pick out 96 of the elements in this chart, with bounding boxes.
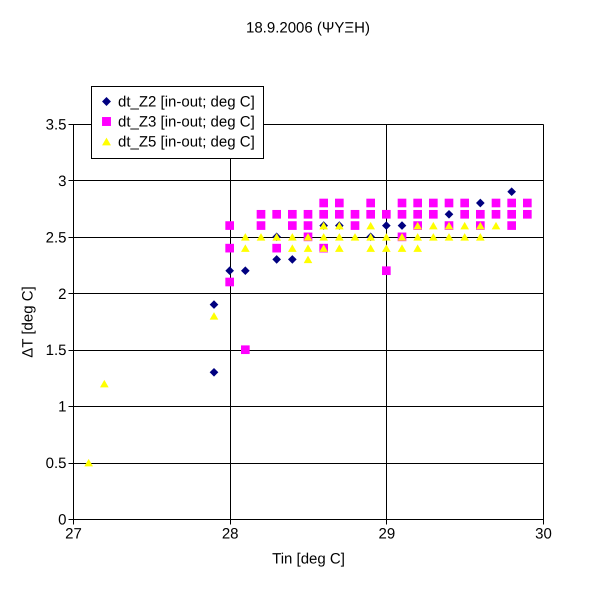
x-tick-label: 28 xyxy=(222,526,239,542)
point xyxy=(288,233,297,241)
point xyxy=(476,198,485,208)
point xyxy=(460,222,469,230)
point xyxy=(507,198,516,208)
point xyxy=(382,221,391,230)
point xyxy=(272,244,281,252)
point xyxy=(366,198,375,208)
point xyxy=(507,221,516,230)
point xyxy=(444,210,454,219)
point xyxy=(256,210,266,219)
point xyxy=(304,256,312,264)
point xyxy=(319,198,328,208)
point xyxy=(413,233,422,241)
point xyxy=(100,380,109,388)
point xyxy=(335,233,344,241)
point xyxy=(335,244,344,252)
point xyxy=(523,198,532,208)
point xyxy=(288,210,297,219)
point xyxy=(398,198,406,208)
point xyxy=(507,187,516,196)
y-tick-label: 1 xyxy=(58,398,66,416)
point xyxy=(444,198,454,208)
point xyxy=(319,233,328,241)
point xyxy=(382,210,391,219)
point xyxy=(507,210,516,219)
y-tick-label: 2.5 xyxy=(46,229,66,246)
point xyxy=(272,255,281,264)
point xyxy=(366,210,375,219)
point xyxy=(492,222,500,230)
point xyxy=(210,368,218,377)
y-tick-label: 1.5 xyxy=(46,342,66,360)
point xyxy=(492,198,500,208)
point xyxy=(304,221,312,230)
point xyxy=(350,221,360,230)
point xyxy=(241,266,250,276)
point xyxy=(460,210,469,219)
point xyxy=(256,233,266,241)
point xyxy=(429,198,438,208)
point xyxy=(210,300,218,309)
point xyxy=(335,198,344,208)
point xyxy=(523,210,532,219)
point xyxy=(288,255,297,264)
chart-title: 18.9.2006 (ΨΥΞΗ) xyxy=(246,20,370,36)
point xyxy=(319,210,328,219)
y-tick-label: 3 xyxy=(58,172,66,190)
point xyxy=(382,233,391,241)
point xyxy=(288,221,297,230)
x-tick-label: 30 xyxy=(535,526,552,542)
x-tick-label: 27 xyxy=(65,526,82,542)
point xyxy=(272,210,281,219)
point xyxy=(256,221,266,230)
x-tick-label: 29 xyxy=(378,526,396,542)
y-tick-label: 0.5 xyxy=(46,455,66,472)
point xyxy=(444,233,454,241)
legend-label: dt_Z3 [in-out; deg C] xyxy=(118,114,255,130)
x-axis-title: Tin [deg C] xyxy=(272,550,345,568)
point xyxy=(413,198,422,208)
point xyxy=(288,244,297,252)
y-tick-label: 0 xyxy=(58,512,66,528)
point xyxy=(210,312,218,320)
point xyxy=(225,221,234,230)
point xyxy=(350,210,360,219)
point xyxy=(304,244,312,252)
point xyxy=(398,244,406,252)
point xyxy=(366,244,375,252)
y-tick-label: 2 xyxy=(58,286,66,303)
point xyxy=(398,210,406,219)
point xyxy=(335,210,344,219)
point xyxy=(350,233,360,241)
point xyxy=(460,233,469,241)
legend-label: dt_Z5 [in-out; deg C] xyxy=(118,134,255,150)
point xyxy=(476,233,485,241)
point xyxy=(429,222,438,230)
point xyxy=(429,210,438,219)
point xyxy=(413,210,422,219)
y-axis-title: ΔT [deg C] xyxy=(20,286,37,358)
legend-label: dt_Z2 [in-out; deg C] xyxy=(118,94,255,110)
point xyxy=(476,210,485,219)
point xyxy=(413,244,422,252)
point xyxy=(225,266,234,276)
point xyxy=(241,345,250,354)
point xyxy=(398,221,406,230)
point xyxy=(225,244,234,252)
y-tick-label: 3.5 xyxy=(46,116,66,134)
point xyxy=(225,278,234,286)
point xyxy=(460,198,469,208)
point xyxy=(241,233,250,241)
point xyxy=(366,222,375,230)
point xyxy=(84,458,93,466)
point xyxy=(382,244,391,252)
point xyxy=(492,210,500,219)
point xyxy=(382,266,391,276)
point xyxy=(304,210,312,219)
point xyxy=(429,233,438,241)
point xyxy=(241,244,250,252)
